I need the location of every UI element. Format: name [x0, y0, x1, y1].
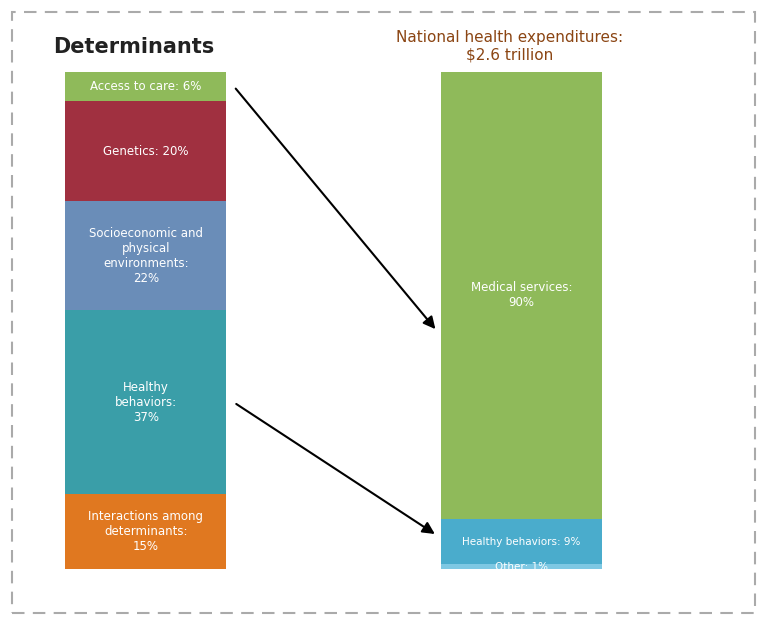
Bar — [441, 519, 602, 564]
Bar — [441, 564, 602, 569]
Bar — [65, 494, 226, 569]
Text: Interactions among
determinants:
15%: Interactions among determinants: 15% — [88, 510, 203, 554]
Bar — [65, 201, 226, 310]
Bar — [65, 310, 226, 494]
Text: Medical services:
90%: Medical services: 90% — [471, 281, 572, 310]
Bar — [441, 72, 602, 519]
Text: Other: 1%: Other: 1% — [495, 562, 548, 572]
Bar — [65, 72, 226, 101]
Text: Determinants: Determinants — [54, 37, 215, 57]
Bar — [65, 101, 226, 201]
Text: Socioeconomic and
physical
environments:
22%: Socioeconomic and physical environments:… — [89, 226, 202, 285]
Text: Access to care: 6%: Access to care: 6% — [90, 80, 202, 93]
Text: Healthy
behaviors:
37%: Healthy behaviors: 37% — [115, 381, 176, 424]
Text: Healthy behaviors: 9%: Healthy behaviors: 9% — [463, 537, 581, 547]
Text: National health expenditures:
$2.6 trillion: National health expenditures: $2.6 trill… — [397, 30, 624, 63]
Text: Genetics: 20%: Genetics: 20% — [103, 145, 189, 157]
